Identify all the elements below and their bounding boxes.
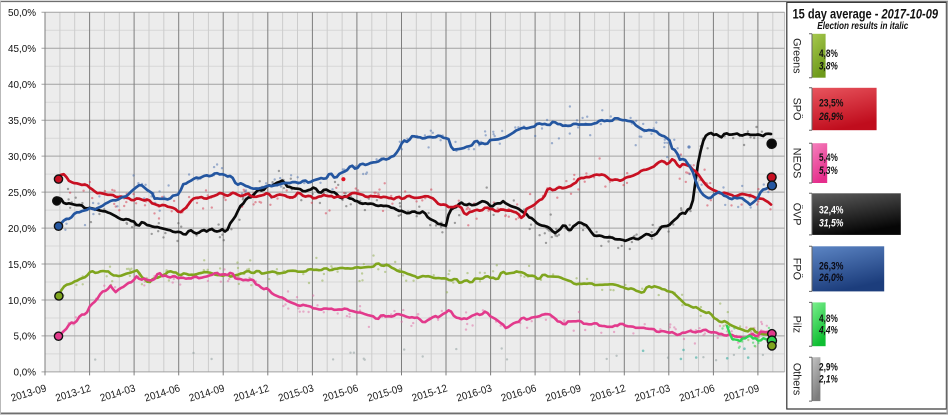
svg-text:23,5%: 23,5% <box>819 97 844 109</box>
svg-text:2,1%: 2,1% <box>818 374 838 386</box>
svg-text:45,0%: 45,0% <box>8 43 36 55</box>
svg-text:SPÖ: SPÖ <box>791 98 803 121</box>
svg-text:5,4%: 5,4% <box>819 152 838 164</box>
svg-text:Greens: Greens <box>791 38 803 74</box>
svg-text:FPÖ: FPÖ <box>791 258 803 280</box>
svg-text:10,0%: 10,0% <box>8 295 36 307</box>
svg-text:0,0%: 0,0% <box>14 367 37 379</box>
svg-text:35,0%: 35,0% <box>8 115 36 127</box>
svg-text:3,8%: 3,8% <box>819 60 838 72</box>
svg-text:26,9%: 26,9% <box>818 111 843 123</box>
svg-text:31,5%: 31,5% <box>819 217 844 229</box>
svg-text:32,4%: 32,4% <box>819 205 844 217</box>
svg-text:50,0%: 50,0% <box>8 7 36 19</box>
svg-text:4,4%: 4,4% <box>818 325 838 337</box>
svg-text:26,3%: 26,3% <box>819 260 844 272</box>
svg-text:40,0%: 40,0% <box>8 79 36 91</box>
svg-text:Election results in italic: Election results in italic <box>817 21 908 32</box>
svg-text:5,3%: 5,3% <box>819 165 838 177</box>
svg-text:20,0%: 20,0% <box>8 223 36 235</box>
svg-text:4,8%: 4,8% <box>819 313 838 325</box>
svg-text:15,0%: 15,0% <box>8 259 36 271</box>
svg-text:26,0%: 26,0% <box>818 272 843 284</box>
svg-text:5,0%: 5,0% <box>14 331 37 343</box>
svg-text:4,8%: 4,8% <box>819 48 838 60</box>
svg-text:ÖVP: ÖVP <box>791 203 803 226</box>
svg-text:Others: Others <box>791 363 803 396</box>
svg-text:30,0%: 30,0% <box>8 151 36 163</box>
svg-text:Pilz: Pilz <box>791 316 803 333</box>
svg-text:25,0%: 25,0% <box>8 187 36 199</box>
svg-text:2,9%: 2,9% <box>819 362 838 374</box>
svg-text:NEOS: NEOS <box>791 148 803 179</box>
svg-text:15 day average - 2017-10-09: 15 day average - 2017-10-09 <box>793 7 939 22</box>
